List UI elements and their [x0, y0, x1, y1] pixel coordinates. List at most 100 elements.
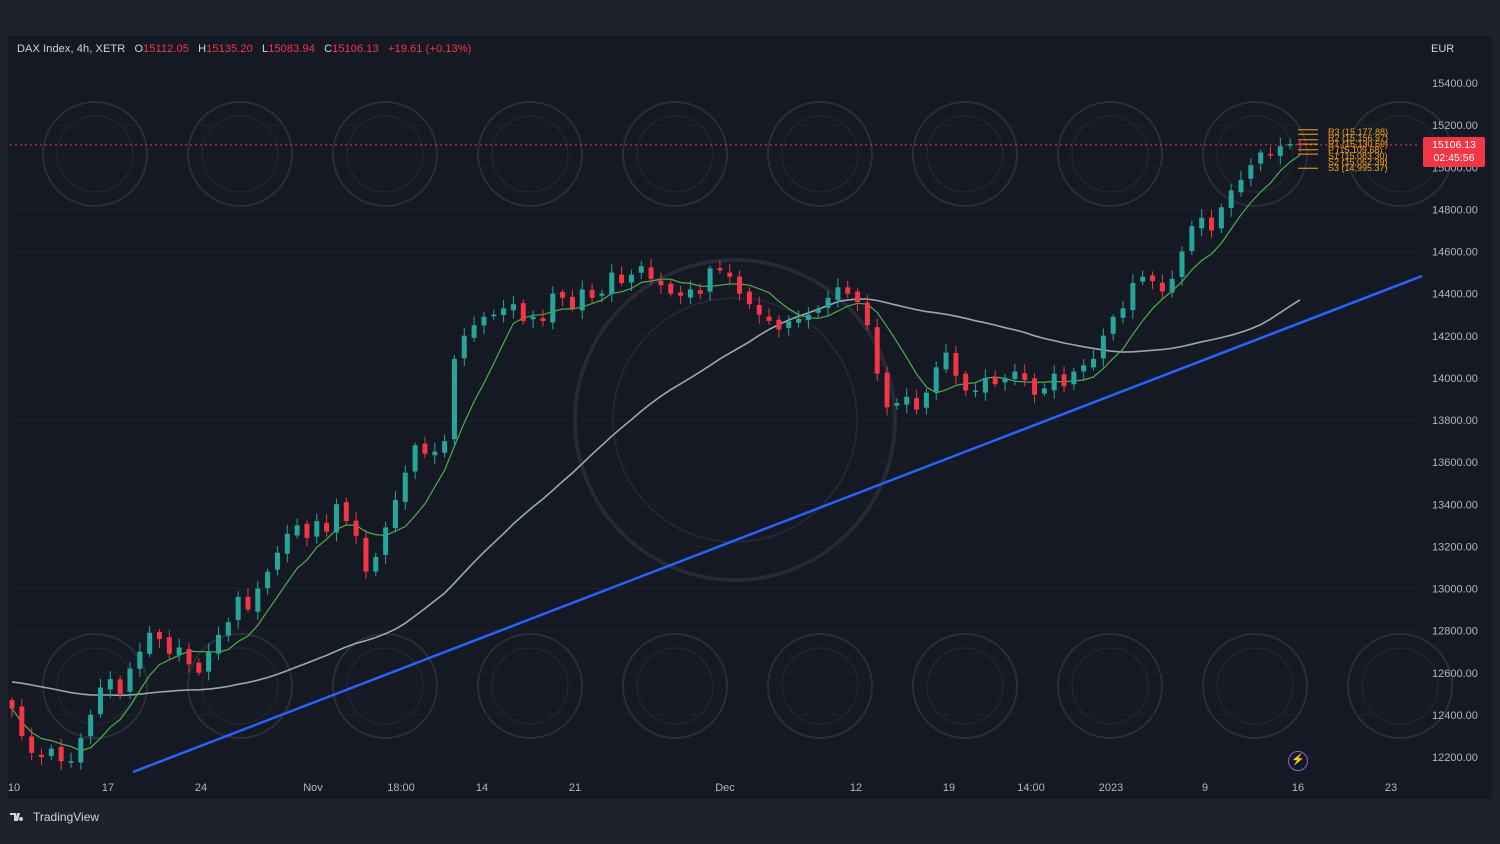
y-tick-label: 14600.00 [1432, 247, 1478, 259]
candle-body [245, 596, 251, 610]
candle-body [599, 293, 605, 296]
candle-body [914, 398, 920, 410]
candle-body [569, 296, 575, 309]
y-tick-label: 14800.00 [1432, 204, 1478, 216]
plot-area[interactable] [8, 36, 1492, 799]
watermark-ring [781, 647, 859, 725]
watermark-ring [1361, 647, 1439, 725]
x-tick-label: 14:00 [1017, 782, 1045, 794]
candle-body [274, 552, 280, 570]
x-tick-label: 9 [1202, 782, 1208, 794]
candle-body [127, 668, 133, 692]
y-tick-label: 14000.00 [1432, 373, 1478, 385]
candle-body [1297, 143, 1303, 145]
candle-body [756, 304, 762, 315]
pivot-label: S2 (15,062.39) [1328, 157, 1388, 167]
ma-slow-line [11, 298, 1301, 697]
candle-body [1061, 374, 1067, 387]
candle-body [9, 700, 15, 709]
y-tick-label: 13600.00 [1432, 457, 1478, 469]
pivot-label: R1 (15,130.59) [1328, 139, 1388, 149]
candle-body [520, 303, 526, 322]
candle-body [864, 302, 870, 326]
brand-label: TradingView [33, 810, 100, 824]
candle-body [648, 267, 654, 279]
candle-body [1209, 217, 1215, 231]
candle-body [422, 443, 428, 454]
watermark-ring [491, 115, 569, 193]
watermark-ring [346, 647, 424, 725]
candle-body [88, 714, 94, 737]
candle-body [1091, 358, 1097, 368]
x-tick-label: Nov [303, 782, 323, 794]
watermark-badge [622, 633, 728, 739]
watermark-ring [56, 647, 134, 725]
candle-body [717, 268, 723, 271]
x-tick-label: 12 [850, 782, 862, 794]
candle-body [491, 314, 497, 317]
candle-body [324, 522, 330, 532]
candle-body [678, 292, 684, 296]
trendline[interactable] [132, 274, 1423, 774]
symbol-title[interactable]: DAX Index, 4h, XETR [17, 43, 126, 55]
candle-body [825, 297, 831, 308]
candle-body [1277, 146, 1283, 156]
candle-body [1071, 371, 1077, 385]
x-tick-label: 17 [102, 782, 114, 794]
x-tick-label: 19 [943, 782, 955, 794]
y-tick-label: 14200.00 [1432, 331, 1478, 343]
candle-body [943, 352, 949, 370]
candles [9, 137, 1303, 771]
watermark-badge [187, 101, 293, 207]
tradingview-brand[interactable]: TradingView [10, 810, 99, 824]
candle-body [294, 525, 300, 536]
watermark-badge [1347, 633, 1453, 739]
candle-body [737, 276, 743, 294]
candle-body [815, 308, 821, 313]
watermark-ring [926, 115, 1004, 193]
high-value: 15135.20 [206, 43, 253, 55]
candle-body [1238, 179, 1244, 193]
y-tick-label: 13800.00 [1432, 415, 1478, 427]
candle-body [481, 316, 487, 326]
watermark-badge [1057, 633, 1163, 739]
symbol-legend[interactable]: DAX Index, 4h, XETR O15112.05 H15135.20 … [17, 43, 471, 55]
candle-body [1218, 207, 1224, 229]
y-tick-label: 12400.00 [1432, 710, 1478, 722]
candle-body [501, 308, 507, 316]
candle-body [638, 266, 644, 273]
candle-body [658, 280, 664, 286]
candle-body [117, 679, 123, 694]
candle-body [609, 272, 615, 294]
candle-body [383, 527, 389, 555]
candle-body [727, 272, 733, 277]
candle-body [589, 289, 595, 298]
candle-body [1002, 377, 1008, 383]
candle-body [1150, 275, 1156, 281]
low-key: L [262, 43, 269, 55]
candle-body [225, 622, 231, 636]
y-tick-label: 15200.00 [1432, 120, 1478, 132]
candle-body [668, 283, 674, 294]
x-tick-label: 23 [1385, 782, 1397, 794]
candle-body [1100, 335, 1106, 359]
candle-body [1159, 282, 1165, 292]
candle-body [353, 520, 359, 536]
pivot-levels: R3 (15,177.88)R2 (15,156.97)R1 (15,130.5… [1298, 127, 1388, 173]
candle-body [766, 316, 772, 322]
watermark-badge [767, 633, 873, 739]
tradingview-logo-icon [10, 813, 24, 821]
pivot-label: R3 (15,177.88) [1328, 127, 1388, 137]
close-key: C [324, 43, 333, 55]
candle-body [894, 403, 900, 406]
lightning-icon[interactable]: ⚡ [1288, 751, 1308, 771]
candle-body [855, 291, 861, 303]
currency-label[interactable]: EUR [1431, 43, 1455, 55]
ma-fast-line [11, 154, 1301, 752]
candle-body [1199, 217, 1205, 229]
candle-body [697, 290, 703, 294]
candle-body [1169, 278, 1175, 293]
low-value: 15083.94 [268, 43, 315, 55]
